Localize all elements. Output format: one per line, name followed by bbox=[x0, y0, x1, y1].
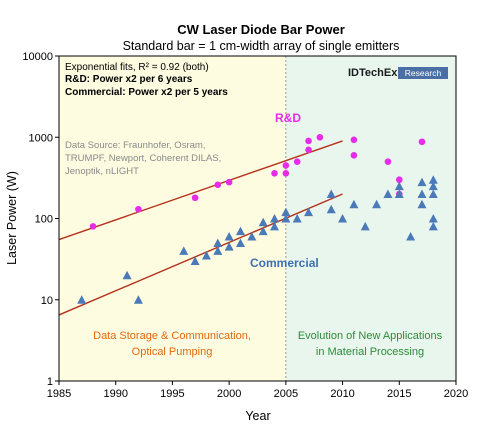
commercial-point bbox=[179, 246, 189, 255]
rd-point bbox=[418, 138, 426, 146]
chart-title: CW Laser Diode Bar Power bbox=[177, 22, 345, 37]
rd-point bbox=[191, 194, 199, 202]
fit-lines-layer bbox=[58, 140, 343, 316]
x-tick-label: 1995 bbox=[160, 388, 184, 400]
rd-point bbox=[384, 158, 392, 166]
commercial-point bbox=[304, 207, 314, 217]
commercial-point bbox=[349, 199, 359, 209]
region-band-0 bbox=[59, 56, 286, 381]
axis-ticks-layer: 1985 1990 1995 2000 2005 2010 2015 2020 1 10 100 10… bbox=[22, 51, 468, 400]
commercial-point bbox=[281, 214, 291, 223]
brand-tag-box bbox=[398, 67, 448, 79]
regions-layer bbox=[59, 56, 456, 381]
x-tick-label: 1985 bbox=[47, 388, 71, 400]
commercial-point bbox=[77, 295, 87, 304]
rd-point bbox=[135, 205, 142, 213]
brand-name: IDTechEx bbox=[348, 67, 398, 79]
commercial-point bbox=[428, 181, 438, 191]
commercial-point bbox=[270, 221, 280, 231]
commercial-point bbox=[224, 232, 234, 241]
data-source-line-1: Data Source: Fraunhofer, Osram, bbox=[65, 140, 205, 151]
data-source-line-3: Jenoptik, nLIGHT bbox=[65, 166, 139, 177]
rd-point bbox=[214, 181, 222, 189]
commercial-note: Commercial: Power x2 per 5 years bbox=[65, 87, 228, 98]
rd-point bbox=[225, 178, 233, 186]
region-band-1 bbox=[285, 56, 456, 381]
commercial-point bbox=[133, 295, 143, 304]
commercial-point bbox=[406, 232, 416, 241]
commercial-point bbox=[428, 214, 438, 223]
commercial-point bbox=[326, 204, 336, 214]
commercial-series-label: Commercial bbox=[250, 256, 319, 270]
rd-note: R&D: Power x2 per 6 years bbox=[65, 74, 193, 85]
commercial-point bbox=[383, 189, 393, 199]
commercial-point bbox=[190, 256, 200, 265]
rd-point bbox=[282, 162, 290, 169]
commercial-point bbox=[394, 189, 404, 199]
rd-point bbox=[395, 176, 403, 184]
region-label-storage-line-2: Optical Pumping bbox=[132, 346, 213, 358]
brand-logo: IDTechEx Research bbox=[348, 67, 448, 79]
rd-series-label: R&D bbox=[275, 111, 301, 125]
chart-subtitle: Standard bar = 1 cm-width array of singl… bbox=[123, 39, 400, 53]
fit-note: Exponential fits, R² = 0.92 (both) bbox=[65, 62, 209, 73]
commercial-point bbox=[281, 207, 291, 217]
x-tick-label: 2015 bbox=[387, 388, 411, 400]
y-tick-label: 10 bbox=[41, 295, 53, 307]
commercial-point bbox=[428, 221, 438, 231]
rd-point bbox=[282, 170, 290, 177]
rd-point bbox=[316, 133, 324, 141]
commercial-point bbox=[417, 199, 427, 209]
rd-point bbox=[350, 136, 358, 144]
rd-point bbox=[293, 158, 301, 166]
commercial-point bbox=[428, 189, 438, 199]
commercial-point bbox=[201, 251, 211, 260]
commercial-point bbox=[394, 181, 404, 191]
commercial-point bbox=[372, 199, 382, 209]
rd-point bbox=[305, 137, 312, 145]
rd-point bbox=[89, 223, 97, 230]
commercial-point bbox=[338, 214, 348, 223]
x-tick-label: 2020 bbox=[444, 388, 468, 400]
commercial-point bbox=[258, 217, 268, 227]
x-tick-label: 2000 bbox=[217, 388, 241, 400]
x-tick-label: 2005 bbox=[274, 388, 298, 400]
y-tick-label: 1 bbox=[47, 376, 53, 388]
data-points-layer bbox=[77, 133, 438, 304]
commercial-point bbox=[417, 177, 427, 187]
fit-line-rd bbox=[58, 140, 343, 241]
commercial-point bbox=[270, 214, 280, 223]
commercial-point bbox=[213, 238, 223, 247]
commercial-point bbox=[326, 189, 336, 199]
commercial-point bbox=[247, 232, 257, 241]
y-tick-label: 100 bbox=[35, 214, 53, 226]
commercial-point bbox=[224, 242, 234, 251]
commercial-point bbox=[292, 214, 302, 223]
y-tick-label: 10000 bbox=[22, 51, 53, 63]
rd-point bbox=[305, 146, 312, 154]
commercial-point bbox=[213, 246, 223, 255]
commercial-point bbox=[258, 226, 268, 236]
commercial-point bbox=[428, 175, 438, 184]
commercial-point bbox=[360, 221, 370, 231]
x-tick-label: 1990 bbox=[103, 388, 127, 400]
rd-point bbox=[271, 170, 278, 177]
y-tick-label: 1000 bbox=[29, 132, 53, 144]
region-label-storage-line-1: Data Storage & Communication, bbox=[93, 330, 251, 342]
commercial-point bbox=[235, 226, 245, 236]
rd-point bbox=[350, 151, 358, 159]
region-label-materials-line-2: in Material Processing bbox=[316, 346, 424, 358]
commercial-point bbox=[235, 238, 245, 247]
region-label-materials-line-1: Evolution of New Applications bbox=[298, 330, 443, 342]
x-axis-label: Year bbox=[245, 409, 270, 423]
fit-line-commercial bbox=[58, 193, 343, 316]
x-tick-label: 2010 bbox=[330, 388, 354, 400]
commercial-point bbox=[417, 189, 427, 199]
commercial-point bbox=[122, 270, 132, 280]
brand-tag: Research bbox=[405, 68, 442, 78]
y-axis-label: Laser Power (W) bbox=[5, 171, 19, 265]
data-source-line-2: TRUMPF, Newport, Coherent DILAS, bbox=[65, 153, 221, 164]
